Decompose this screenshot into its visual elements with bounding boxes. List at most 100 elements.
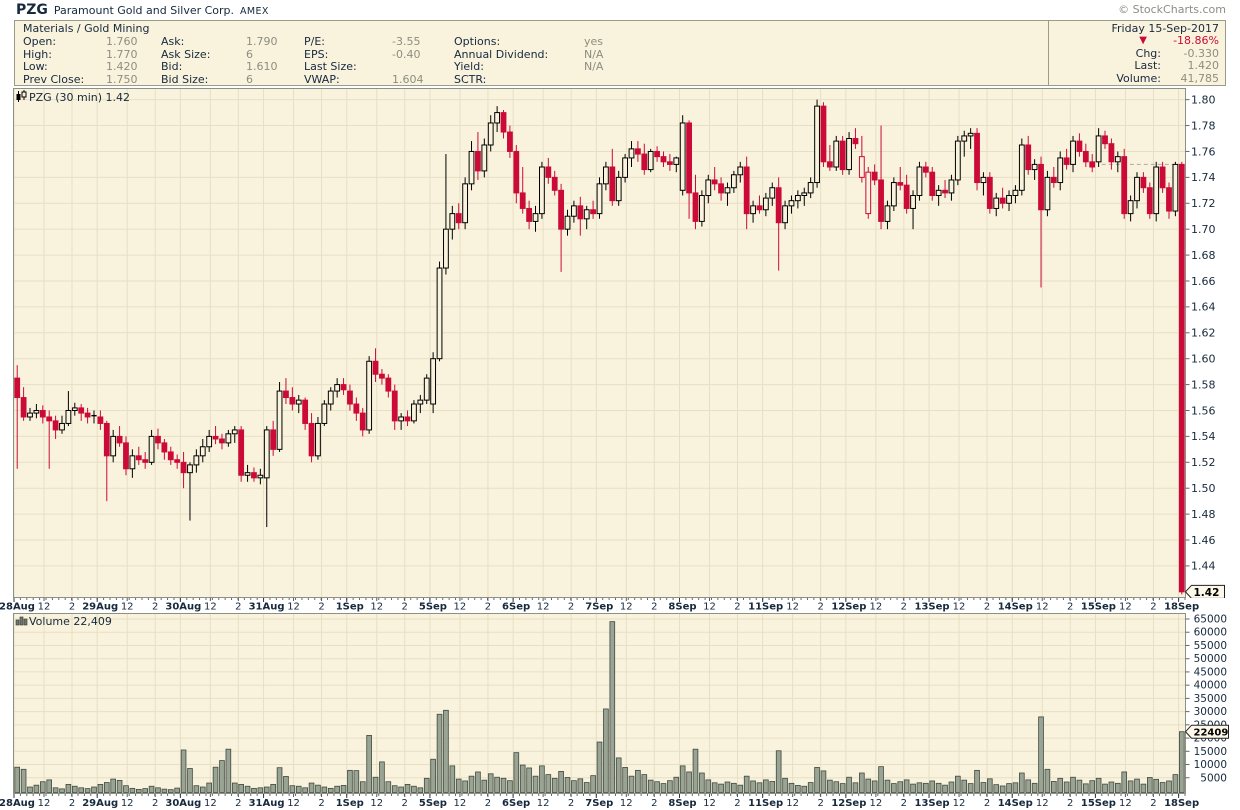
date-label: 5Sep [419,798,447,809]
candle [385,374,392,398]
candle [1121,148,1128,219]
candle [961,130,968,157]
candle [27,407,33,421]
volume-bar [199,786,206,793]
intraday-time-label: 12 [703,602,716,613]
volume-bar [564,777,571,793]
candle [794,190,801,209]
intraday-time-label: 12 [370,798,383,809]
candle [20,387,27,421]
price-plot-background [13,88,1186,598]
volume-bar [334,785,340,793]
intraday-time-label: 12 [786,602,799,613]
volume-bar [129,787,136,793]
volume-bar [103,782,110,793]
volume-bar [577,778,584,793]
candle [187,462,193,521]
volume-value: 41,785 [1180,71,1220,85]
candle [251,467,257,482]
volume-bar [654,781,660,793]
volume-bar [494,776,500,793]
intraday-time-label: 2 [152,602,158,613]
candle [500,110,507,139]
date-label: 18Sep [1164,602,1199,613]
candle [743,156,750,230]
candle [71,402,78,416]
last-price-marker-label: 1.42 [1194,587,1220,599]
volume-bar [532,775,539,793]
intraday-time-label: 2 [984,798,990,809]
candle [622,154,628,183]
volume-bar [1179,731,1185,793]
candle [494,106,501,133]
candle [475,132,481,180]
volume-bar [116,780,123,793]
date-label: 11Sep [748,602,783,613]
volume-bar [679,765,686,793]
volume-bar [769,781,776,793]
candle [807,177,814,199]
candle [97,410,104,430]
candle [238,426,245,482]
volume-bar [718,783,724,793]
candle [174,454,181,469]
date-label: 7Sep [585,602,613,613]
date-label: 13Sep [915,602,950,613]
volume-bar [673,776,680,793]
intraday-time-label: 2 [402,798,408,809]
candle [967,128,974,149]
info-label: SCTR: [454,72,487,86]
volume-bar [276,767,283,793]
volume-bar [903,779,910,793]
date-label: 8Sep [668,602,696,613]
candle [929,167,936,201]
candle [737,161,744,183]
volume-bar [142,788,148,793]
volume-bar [148,785,155,793]
info-label: High: [23,47,52,61]
candle [577,196,584,236]
candle [679,115,686,196]
date-label: 28Aug [0,602,35,613]
candle [507,125,513,158]
last-price-marker [1184,584,1225,599]
exchange-label: AMEX [240,6,269,17]
volume-bar [33,784,40,793]
volume-bar [65,783,72,793]
candle [826,144,833,171]
volume-bar [891,783,897,793]
volume-tick-label: 15000 [1194,746,1227,758]
candle [487,115,494,152]
price-tick-label: 1.78 [1191,119,1216,132]
price-gridlines [13,89,1185,597]
candle [545,157,552,184]
candle [206,429,213,452]
volume-bar [1140,783,1147,793]
volume-bar [91,786,97,793]
date-label: 15Sep [1081,602,1116,613]
candle [142,451,149,469]
volume-bar [551,777,558,793]
volume-bar [788,782,795,793]
volume-bar [289,785,296,793]
intraday-time-label: 2 [901,602,907,613]
intraday-time-label: 12 [786,798,799,809]
intraday-time-label: 2 [318,602,324,613]
candle [1127,195,1134,222]
info-label: Annual Dividend: [454,47,549,61]
intraday-time-label: 12 [953,602,966,613]
volume-bar [641,774,648,793]
price-tick-label: 1.72 [1191,197,1216,210]
candle [1025,135,1032,175]
info-value: -3.55 [392,35,421,48]
candle [839,135,846,175]
candles [14,99,1185,595]
volume-tick-label: 10000 [1194,759,1227,771]
volume-bar [97,783,104,793]
candle [263,426,270,528]
volume-tick-label: 30000 [1194,706,1227,718]
candle [1114,151,1121,173]
intraday-time-label: 12 [537,602,550,613]
info-row: Prev Close: 1.750 Bid Size: 6 VWAP: 1.604 SCTR… [23,72,644,87]
intraday-time-label: 12 [287,798,300,809]
